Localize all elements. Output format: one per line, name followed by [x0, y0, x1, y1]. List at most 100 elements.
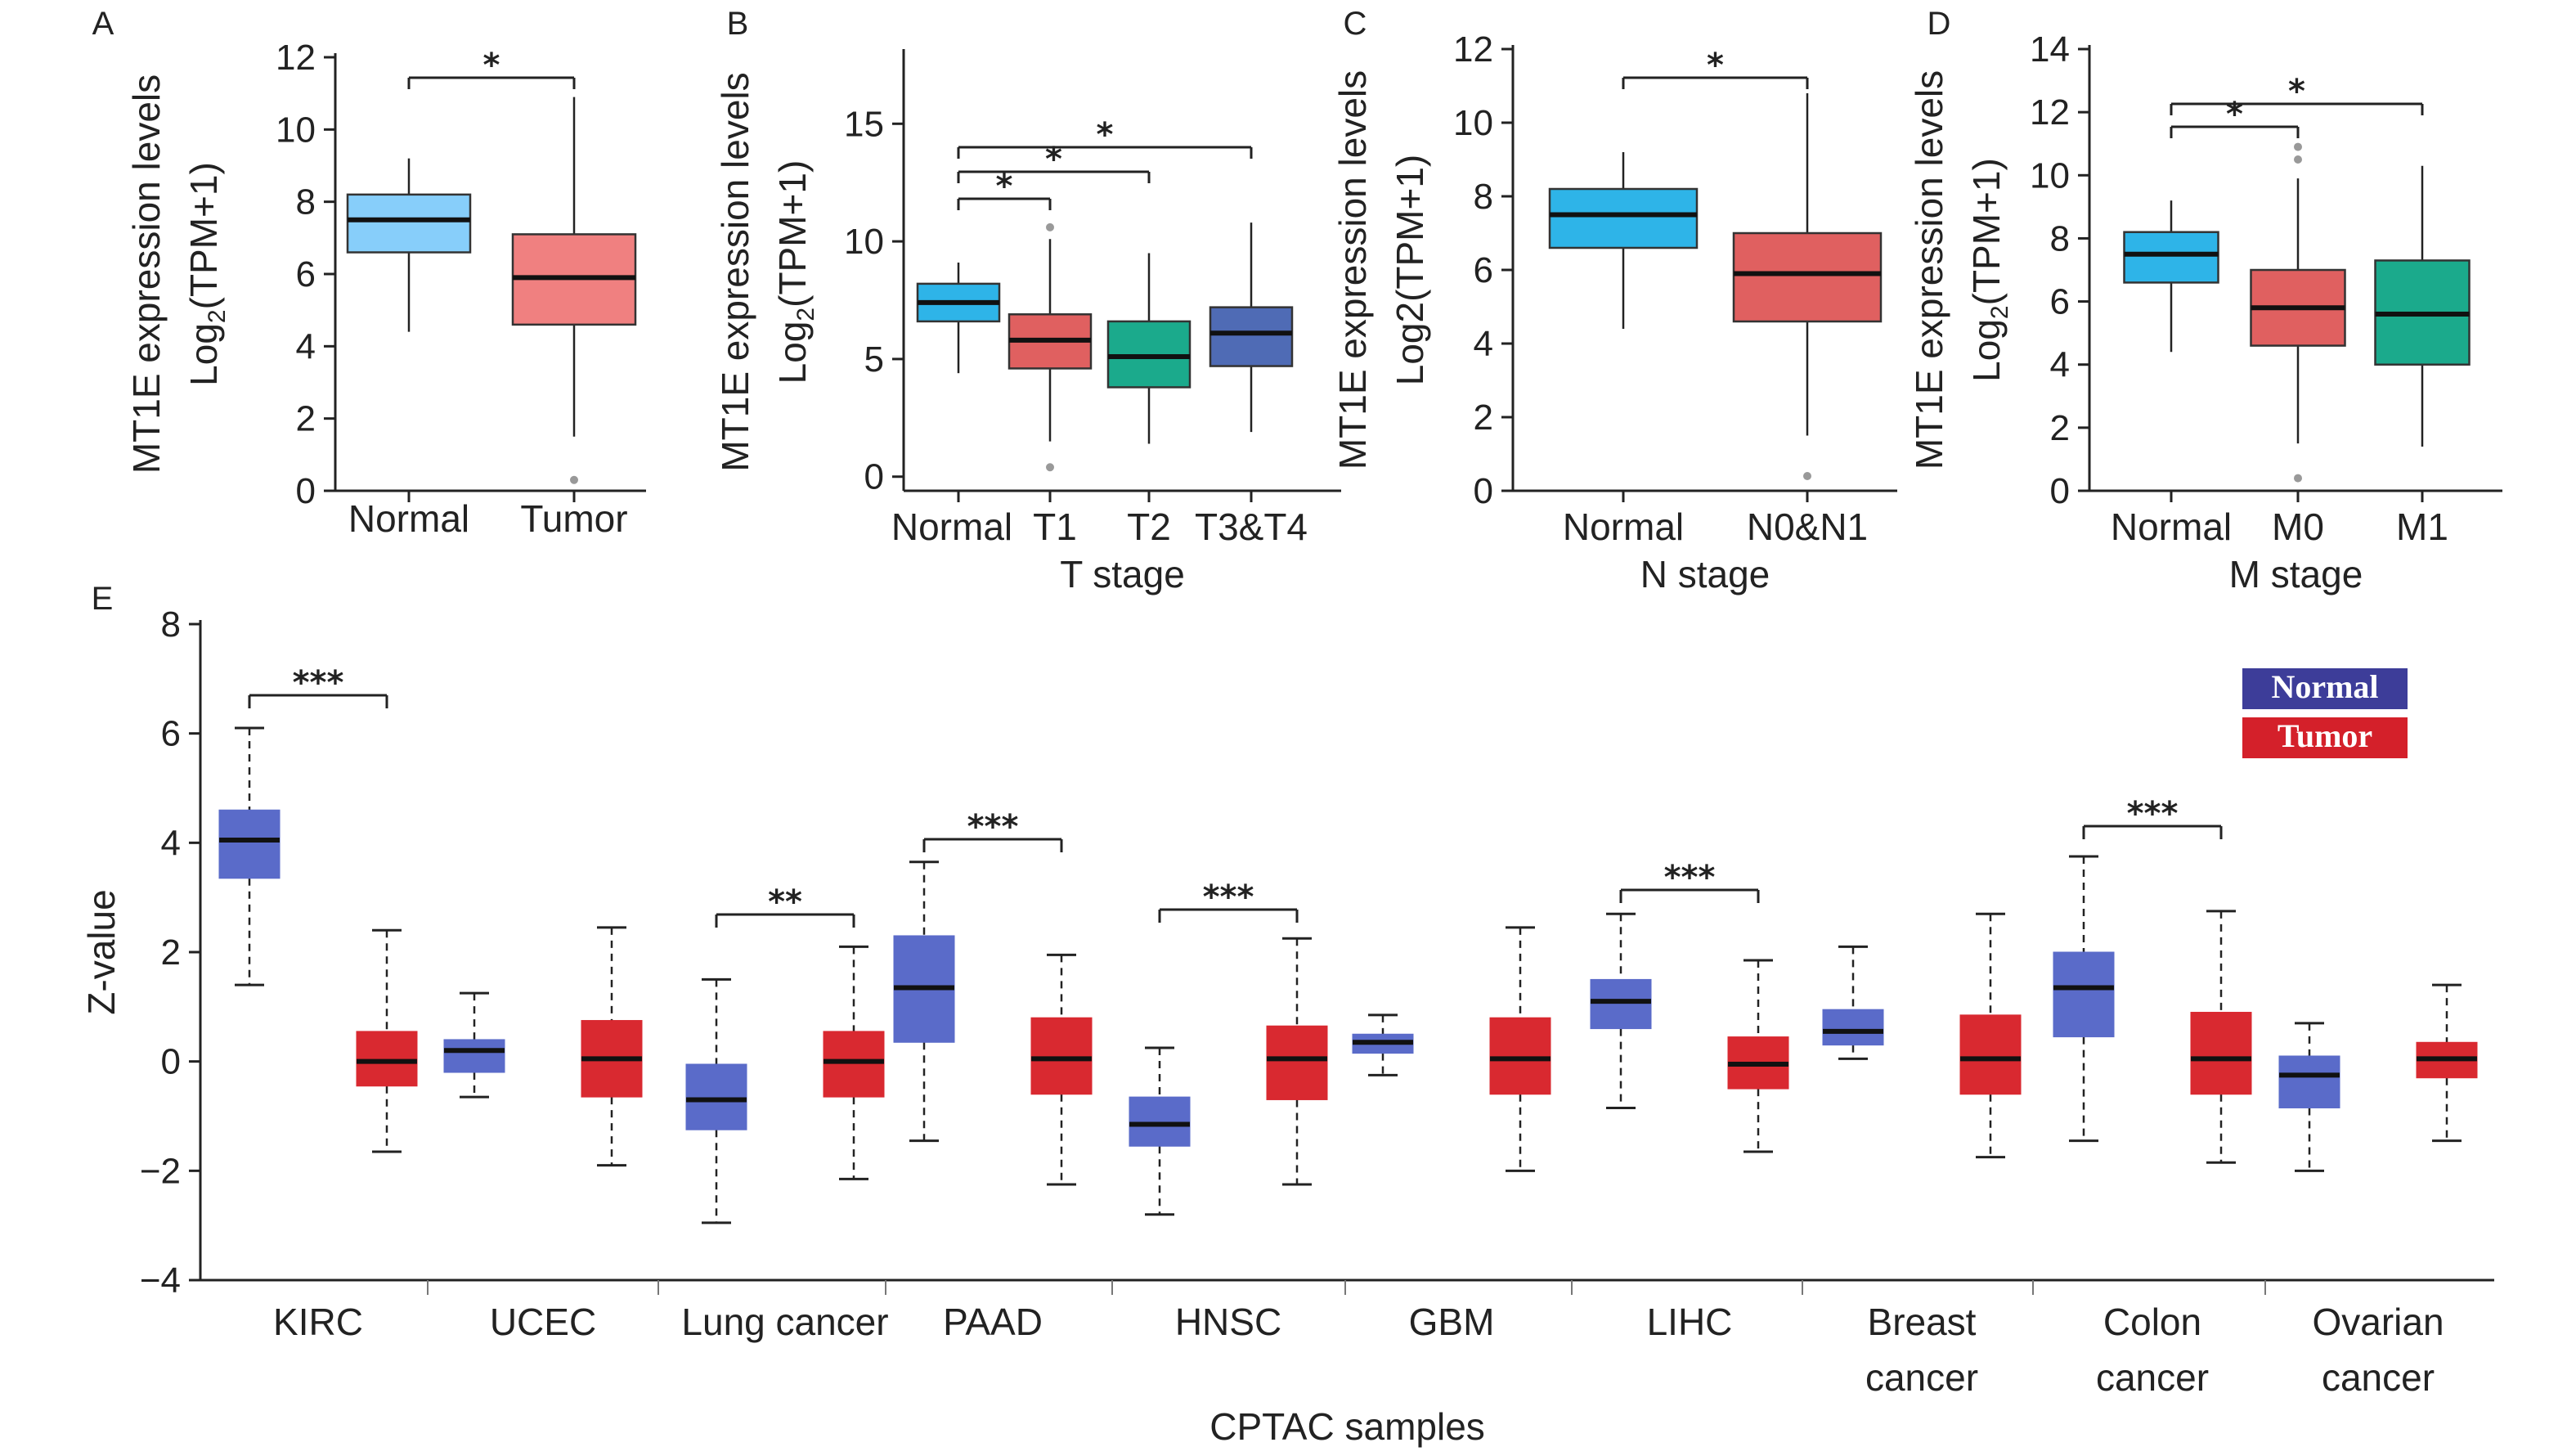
outlier-point [1046, 463, 1054, 472]
y-tick-label: 6 [2050, 282, 2070, 322]
panel-letter: A [92, 6, 114, 42]
y-tick-label: 8 [296, 182, 316, 222]
y-axis-label-secondary: Log2(TPM+1) [771, 160, 819, 384]
y-axis-label-secondary: Log2(TPM+1) [1389, 155, 1431, 386]
box-iqr [1822, 1009, 1884, 1046]
y-tick-label: 2 [296, 399, 316, 439]
box-normal [1352, 1013, 1414, 1076]
group-label: Ovarian [2312, 1301, 2444, 1343]
box-m0 [2250, 142, 2346, 483]
box-t2 [1106, 253, 1192, 444]
significance-bracket: * [957, 116, 1253, 159]
box-normal [346, 158, 472, 332]
legend: Normal Tumor [2242, 668, 2408, 758]
x-tick-label: Normal [348, 497, 469, 540]
legend-swatch [2242, 717, 2408, 758]
significance-bracket: * [1622, 47, 1809, 89]
significance-bracket: *** [922, 808, 1063, 852]
y-tick-label: 10 [1453, 103, 1493, 143]
group-label: LIHC [1647, 1301, 1733, 1343]
box-normal [916, 262, 1001, 374]
y-tick-label: 8 [161, 604, 181, 645]
group-label: GBM [1409, 1301, 1495, 1343]
box-tumor [1030, 953, 1093, 1186]
panel-letter: B [727, 6, 749, 42]
significance-bracket: *** [1158, 879, 1299, 923]
outlier-point [2294, 155, 2302, 164]
panel-e: E −4 −2 0 2 4 6 8 Z-value CPTAC samples KIRC UCEC Lu… [80, 581, 2494, 1448]
y-axis-label-secondary: Log2(TPM+1) [182, 162, 231, 386]
y-tick-label: 0 [161, 1042, 181, 1082]
outlier-point [1046, 222, 1054, 231]
box-iqr [823, 1031, 885, 1098]
x-axis-label: N stage [1640, 553, 1770, 595]
y-axis-label: MT1E expression levels [1331, 70, 1374, 470]
box-iqr [2123, 231, 2219, 284]
significance-bracket: * [957, 141, 1151, 183]
x-axis-label: T stage [1060, 553, 1185, 595]
outlier-point [570, 475, 578, 484]
box-iqr [2190, 1012, 2252, 1095]
box-tumor [1727, 959, 1789, 1153]
y-tick-label: −4 [140, 1261, 181, 1301]
significance-label: ** [768, 883, 802, 921]
significance-label: * [2288, 73, 2305, 110]
y-tick-label: 10 [276, 110, 316, 150]
y-tick-label: 4 [2050, 345, 2070, 385]
box-tumor [823, 945, 885, 1180]
legend-swatch [2242, 668, 2408, 709]
group-label: cancer [2322, 1356, 2435, 1399]
y-tick-label: 4 [161, 823, 181, 863]
box-normal [1822, 945, 1884, 1060]
significance-bracket: * [2170, 96, 2300, 138]
x-tick-label: T3&T4 [1195, 506, 1308, 548]
group-label: Lung cancer [681, 1301, 888, 1343]
panel-c: C 0 2 4 6 8 10 12 MT1E expression levels Log2(TPM… [1331, 6, 1897, 595]
panel-d: D 0 2 4 6 8 10 12 14 MT1E expression levels Log2(T… [1908, 6, 2502, 595]
y-tick-label: 5 [864, 339, 884, 380]
box-iqr [1129, 1096, 1191, 1147]
x-tick-label: T1 [1033, 506, 1077, 548]
y-axis-label: MT1E expression levels [714, 72, 756, 471]
y-tick-label: 0 [1474, 471, 1493, 511]
x-tick-label: M0 [2272, 506, 2324, 548]
box-n0-n1 [1732, 93, 1883, 480]
significance-label: * [1045, 141, 1062, 178]
box-iqr [1030, 1017, 1093, 1095]
significance-bracket: *** [2082, 795, 2223, 839]
box-tumor [581, 926, 643, 1167]
significance-bracket: * [2170, 73, 2424, 115]
box-t3-t4 [1209, 222, 1294, 433]
group-label: KIRC [273, 1301, 363, 1343]
y-tick-label: 0 [864, 457, 884, 497]
y-tick-label: 6 [161, 714, 181, 754]
box-iqr [346, 193, 472, 254]
significance-label: *** [1664, 859, 1716, 897]
box-iqr [1548, 187, 1699, 249]
box-iqr [1959, 1014, 2022, 1095]
box-m1 [2374, 165, 2471, 447]
outlier-point [2294, 474, 2302, 483]
y-axis-label: MT1E expression levels [125, 74, 168, 474]
y-tick-label: 4 [1474, 324, 1493, 364]
box-normal [685, 977, 747, 1225]
box-normal [1548, 152, 1699, 329]
significance-bracket: * [407, 47, 576, 89]
panel-a: A 0 2 4 6 8 10 12 MT1E expression levels Log2(TPM… [92, 6, 646, 540]
y-tick-label: 0 [2050, 471, 2070, 511]
group-label: Colon [2103, 1301, 2201, 1343]
significance-label: *** [967, 808, 1019, 846]
box-iqr [356, 1031, 418, 1087]
box-iqr [1590, 978, 1652, 1030]
box-t1 [1008, 222, 1093, 472]
x-tick-label: T2 [1127, 506, 1171, 548]
box-iqr [1732, 231, 1883, 323]
significance-label: * [1097, 116, 1114, 154]
group-label: PAAD [943, 1301, 1043, 1343]
significance-label: *** [2127, 795, 2179, 833]
box-normal [2053, 855, 2115, 1143]
panel-letter: C [1344, 6, 1367, 42]
box-iqr [443, 1039, 505, 1073]
group-label: HNSC [1175, 1301, 1281, 1343]
box-normal [893, 861, 955, 1143]
